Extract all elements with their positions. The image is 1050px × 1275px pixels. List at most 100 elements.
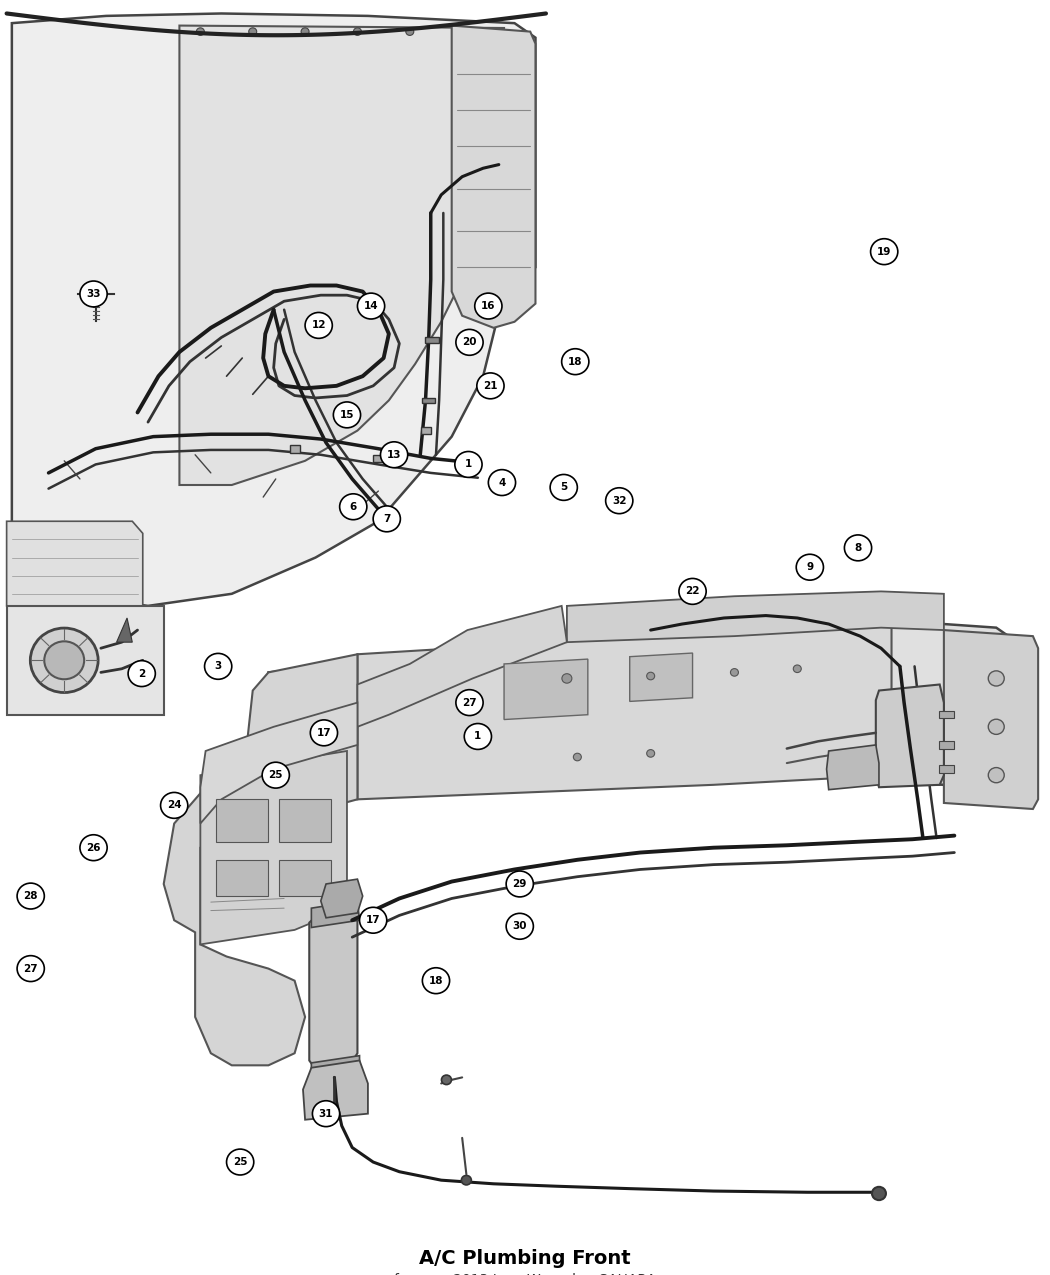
Text: 5: 5	[560, 482, 567, 492]
Polygon shape	[452, 26, 536, 328]
Text: 21: 21	[483, 381, 498, 391]
Text: 15: 15	[340, 409, 354, 419]
Text: 22: 22	[686, 586, 699, 597]
Circle shape	[796, 555, 823, 580]
Text: 33: 33	[86, 289, 101, 298]
Bar	[939, 711, 953, 719]
Bar	[216, 859, 269, 896]
Text: 1: 1	[475, 732, 482, 742]
Circle shape	[464, 723, 491, 750]
Polygon shape	[201, 703, 357, 824]
Circle shape	[461, 1176, 471, 1184]
Text: 32: 32	[612, 496, 627, 506]
Polygon shape	[6, 606, 164, 715]
Polygon shape	[630, 653, 693, 701]
Circle shape	[988, 719, 1004, 734]
Bar	[424, 337, 439, 343]
Text: 4: 4	[499, 478, 506, 487]
Text: 1: 1	[465, 459, 472, 469]
Polygon shape	[357, 623, 891, 799]
Circle shape	[562, 673, 572, 683]
Polygon shape	[12, 14, 536, 606]
Polygon shape	[312, 901, 359, 927]
Text: 7: 7	[383, 514, 391, 524]
Polygon shape	[310, 910, 357, 1067]
Circle shape	[205, 653, 232, 680]
Polygon shape	[826, 745, 879, 789]
Text: 27: 27	[23, 964, 38, 974]
Circle shape	[17, 956, 44, 982]
Text: 14: 14	[363, 301, 378, 311]
Bar	[279, 799, 331, 842]
Polygon shape	[180, 26, 504, 484]
Circle shape	[441, 1075, 452, 1085]
Polygon shape	[567, 592, 944, 643]
Circle shape	[988, 768, 1004, 783]
Circle shape	[731, 668, 738, 676]
Circle shape	[550, 474, 578, 500]
Polygon shape	[876, 685, 944, 787]
Bar	[939, 741, 953, 748]
Polygon shape	[6, 521, 143, 606]
Circle shape	[679, 579, 707, 604]
Circle shape	[405, 28, 414, 36]
Text: 18: 18	[568, 357, 583, 367]
Circle shape	[373, 506, 400, 532]
Text: 19: 19	[877, 246, 891, 256]
Text: 6: 6	[350, 502, 357, 511]
Circle shape	[44, 641, 84, 680]
Polygon shape	[269, 623, 1028, 785]
Bar	[216, 799, 269, 842]
Text: 20: 20	[462, 338, 477, 347]
Bar	[939, 765, 953, 773]
Polygon shape	[944, 630, 1038, 810]
Bar	[421, 427, 430, 435]
Text: 30: 30	[512, 922, 527, 931]
Circle shape	[422, 968, 449, 993]
Text: 24: 24	[167, 801, 182, 811]
Circle shape	[17, 884, 44, 909]
Circle shape	[227, 1149, 254, 1176]
Circle shape	[506, 871, 533, 896]
Circle shape	[475, 293, 502, 319]
Text: 9: 9	[806, 562, 814, 572]
Circle shape	[161, 793, 188, 819]
Circle shape	[196, 28, 205, 36]
Circle shape	[80, 835, 107, 861]
Text: 13: 13	[386, 450, 401, 460]
Text: A/C Plumbing Front: A/C Plumbing Front	[419, 1250, 631, 1269]
Bar	[290, 445, 299, 453]
Polygon shape	[321, 880, 362, 918]
Text: 27: 27	[462, 697, 477, 708]
Text: 17: 17	[365, 915, 380, 926]
Polygon shape	[357, 606, 567, 727]
Circle shape	[262, 762, 290, 788]
Polygon shape	[117, 618, 132, 643]
Circle shape	[311, 720, 337, 746]
Text: 18: 18	[428, 975, 443, 986]
Circle shape	[477, 372, 504, 399]
Circle shape	[872, 1187, 886, 1200]
Circle shape	[313, 1100, 339, 1127]
Text: 12: 12	[312, 320, 326, 330]
Circle shape	[844, 536, 872, 561]
Circle shape	[456, 690, 483, 715]
Circle shape	[380, 442, 407, 468]
Circle shape	[354, 28, 361, 36]
Circle shape	[573, 754, 582, 761]
Circle shape	[357, 293, 384, 319]
Circle shape	[506, 913, 533, 940]
Bar	[279, 859, 331, 896]
Circle shape	[333, 402, 360, 428]
Circle shape	[301, 28, 309, 36]
Text: 28: 28	[23, 891, 38, 901]
Polygon shape	[201, 751, 346, 945]
Circle shape	[647, 672, 654, 680]
Circle shape	[306, 312, 332, 338]
Circle shape	[488, 469, 516, 496]
Text: 17: 17	[317, 728, 331, 738]
Text: 31: 31	[319, 1109, 333, 1118]
Text: 25: 25	[233, 1156, 248, 1167]
Circle shape	[456, 329, 483, 356]
Circle shape	[606, 488, 633, 514]
